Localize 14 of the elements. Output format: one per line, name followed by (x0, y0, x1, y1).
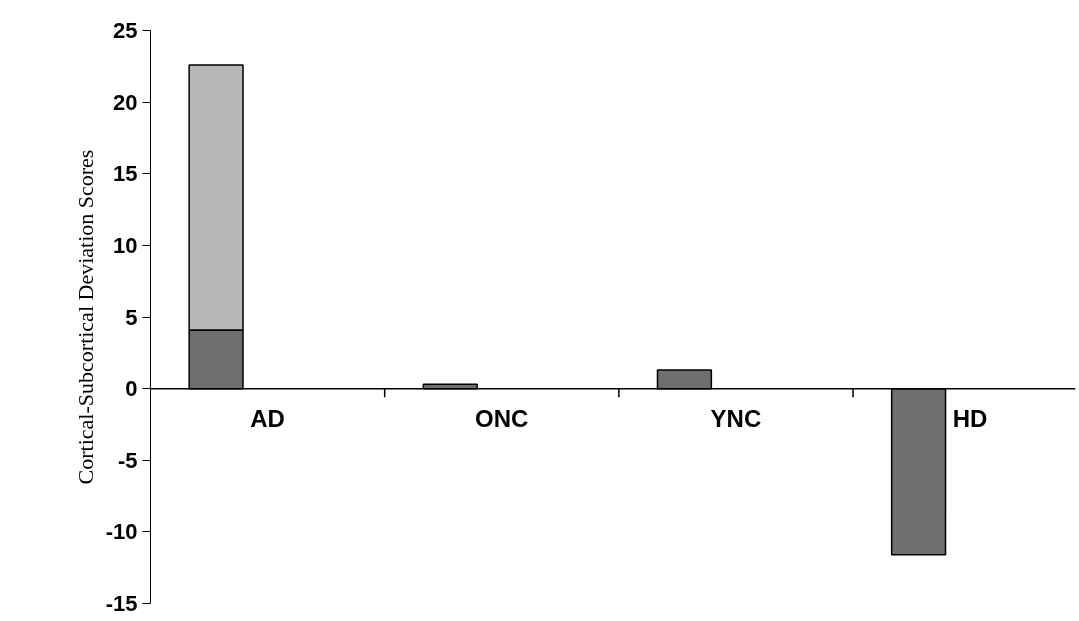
x-tick-label: YNC (710, 405, 762, 433)
y-tick-label: -15 (105, 591, 138, 616)
y-tick-label: 5 (125, 304, 138, 330)
y-tick-label: 0 (125, 376, 138, 402)
y-tick-label: -10 (105, 519, 138, 545)
x-tick-label: AD (250, 405, 285, 433)
y-axis-title: Cortical-Subcortical Deviation Scores (72, 149, 98, 485)
y-tick-label: 10 (113, 232, 138, 258)
y-tick-label: 25 (113, 18, 138, 43)
x-tick-label: ONC (475, 405, 529, 433)
y-tick-label: 20 (113, 89, 138, 115)
y-tick-label: 15 (113, 161, 138, 187)
y-tick-label: -5 (117, 447, 138, 473)
x-tick-label: HD (952, 405, 988, 433)
